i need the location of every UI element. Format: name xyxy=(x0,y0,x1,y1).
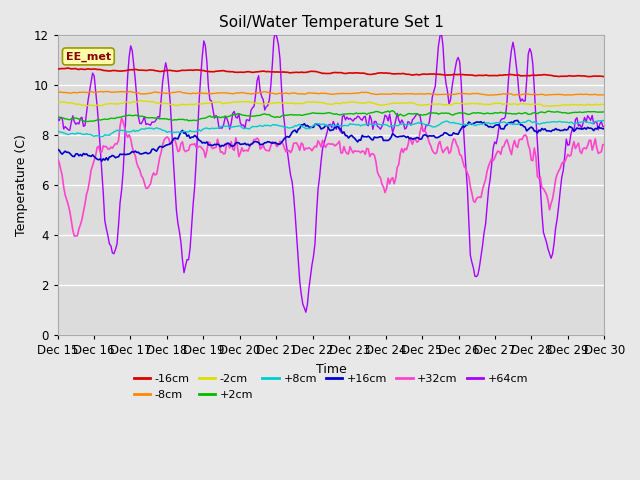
Legend: -16cm, -8cm, -2cm, +2cm, +8cm, +16cm, +32cm, +64cm: -16cm, -8cm, -2cm, +2cm, +8cm, +16cm, +3… xyxy=(129,370,532,404)
X-axis label: Time: Time xyxy=(316,362,346,375)
Text: EE_met: EE_met xyxy=(66,51,111,61)
Y-axis label: Temperature (C): Temperature (C) xyxy=(15,134,28,236)
Title: Soil/Water Temperature Set 1: Soil/Water Temperature Set 1 xyxy=(218,15,444,30)
